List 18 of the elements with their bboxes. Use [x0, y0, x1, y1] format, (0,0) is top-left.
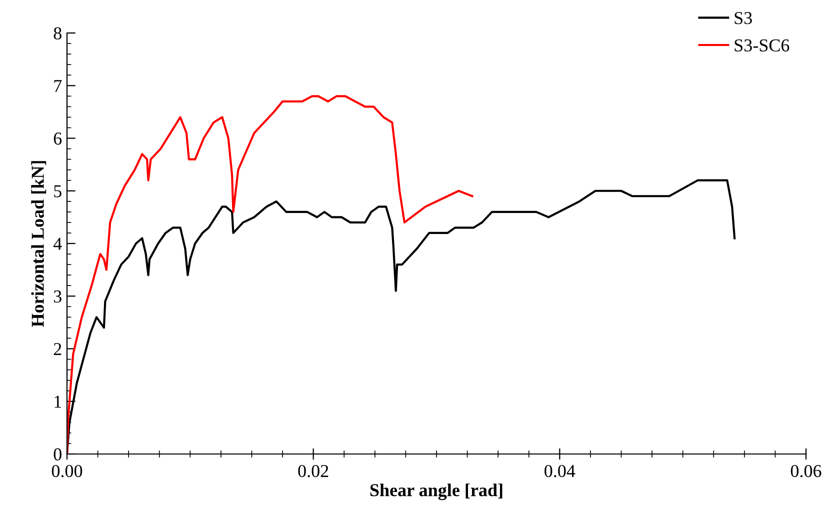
y-axis-title: Horizontal Load [kN] [31, 161, 46, 327]
x-tick-label: 0.02 [298, 464, 328, 478]
y-tick-label: 0 [54, 448, 62, 460]
y-tick-label: 5 [54, 185, 62, 198]
y-tick-label: 1 [54, 396, 62, 408]
x-axis-title: Shear angle [rad] [370, 484, 502, 500]
legend-label: S3-SC6 [734, 39, 790, 52]
line-series [67, 95, 474, 454]
x-tick-label: 0.00 [52, 464, 82, 478]
y-tick-label: 3 [54, 290, 62, 303]
y-tick-label: 2 [54, 343, 62, 356]
x-tick-label: 0.06 [790, 464, 822, 478]
x-tick-label: 0.04 [544, 464, 576, 478]
y-tick-label: 6 [54, 132, 62, 145]
y-tick-label: 7 [54, 80, 62, 92]
legend-label: S3 [734, 12, 752, 24]
y-tick-label: 8 [54, 27, 62, 40]
y-tick-label: 4 [53, 238, 62, 250]
